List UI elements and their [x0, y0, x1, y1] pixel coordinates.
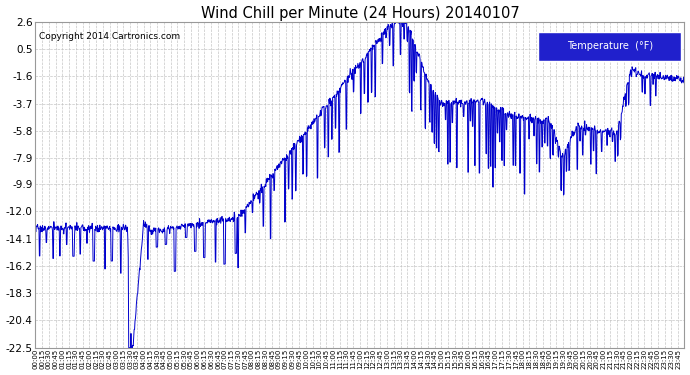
- Text: Temperature  (°F): Temperature (°F): [566, 41, 653, 51]
- Title: Wind Chill per Minute (24 Hours) 20140107: Wind Chill per Minute (24 Hours) 2014010…: [201, 6, 520, 21]
- Text: Copyright 2014 Cartronics.com: Copyright 2014 Cartronics.com: [39, 32, 179, 40]
- FancyBboxPatch shape: [538, 32, 681, 61]
